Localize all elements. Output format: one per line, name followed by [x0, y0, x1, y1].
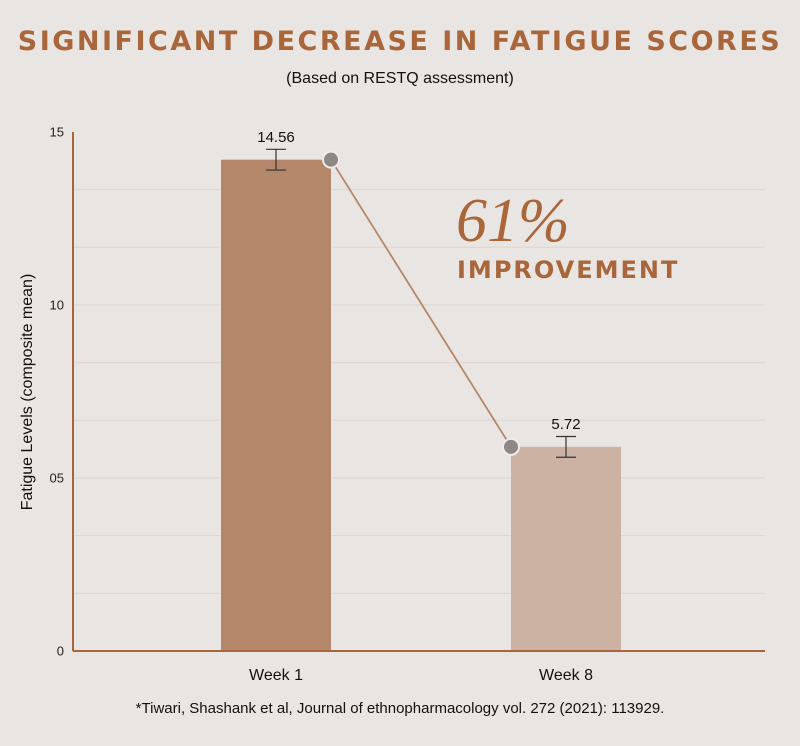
- value-label: 14.56: [257, 129, 295, 147]
- data-point-marker: [322, 150, 340, 169]
- improvement-percent: 61%: [456, 187, 570, 255]
- citation-footnote: *Tiwari, Shashank et al, Journal of ethn…: [135, 700, 665, 717]
- y-tick-label: 05: [49, 470, 64, 486]
- y-tick-label: 15: [49, 124, 64, 140]
- bar-week-8: [511, 446, 621, 651]
- x-tick-label: Week 1: [249, 667, 303, 684]
- chart-title: SIGNIFICANT DECREASE IN FATIGUE SCORES: [17, 26, 783, 57]
- improvement-label: IMPROVEMENT: [457, 256, 680, 284]
- chart-subtitle: (Based on RESTQ assessment): [286, 70, 514, 87]
- connector-overlay: [322, 150, 520, 456]
- bar-week-1: [221, 159, 331, 651]
- data-point-marker: [502, 437, 520, 456]
- gridlines: [73, 189, 765, 594]
- y-tick-label: 10: [49, 297, 64, 313]
- connector-line: [330, 159, 512, 448]
- axes: [72, 132, 765, 652]
- x-tick-label: Week 8: [539, 667, 593, 684]
- value-label: 5.72: [551, 416, 581, 434]
- bars: [221, 148, 621, 651]
- y-tick-label: 0: [56, 643, 64, 659]
